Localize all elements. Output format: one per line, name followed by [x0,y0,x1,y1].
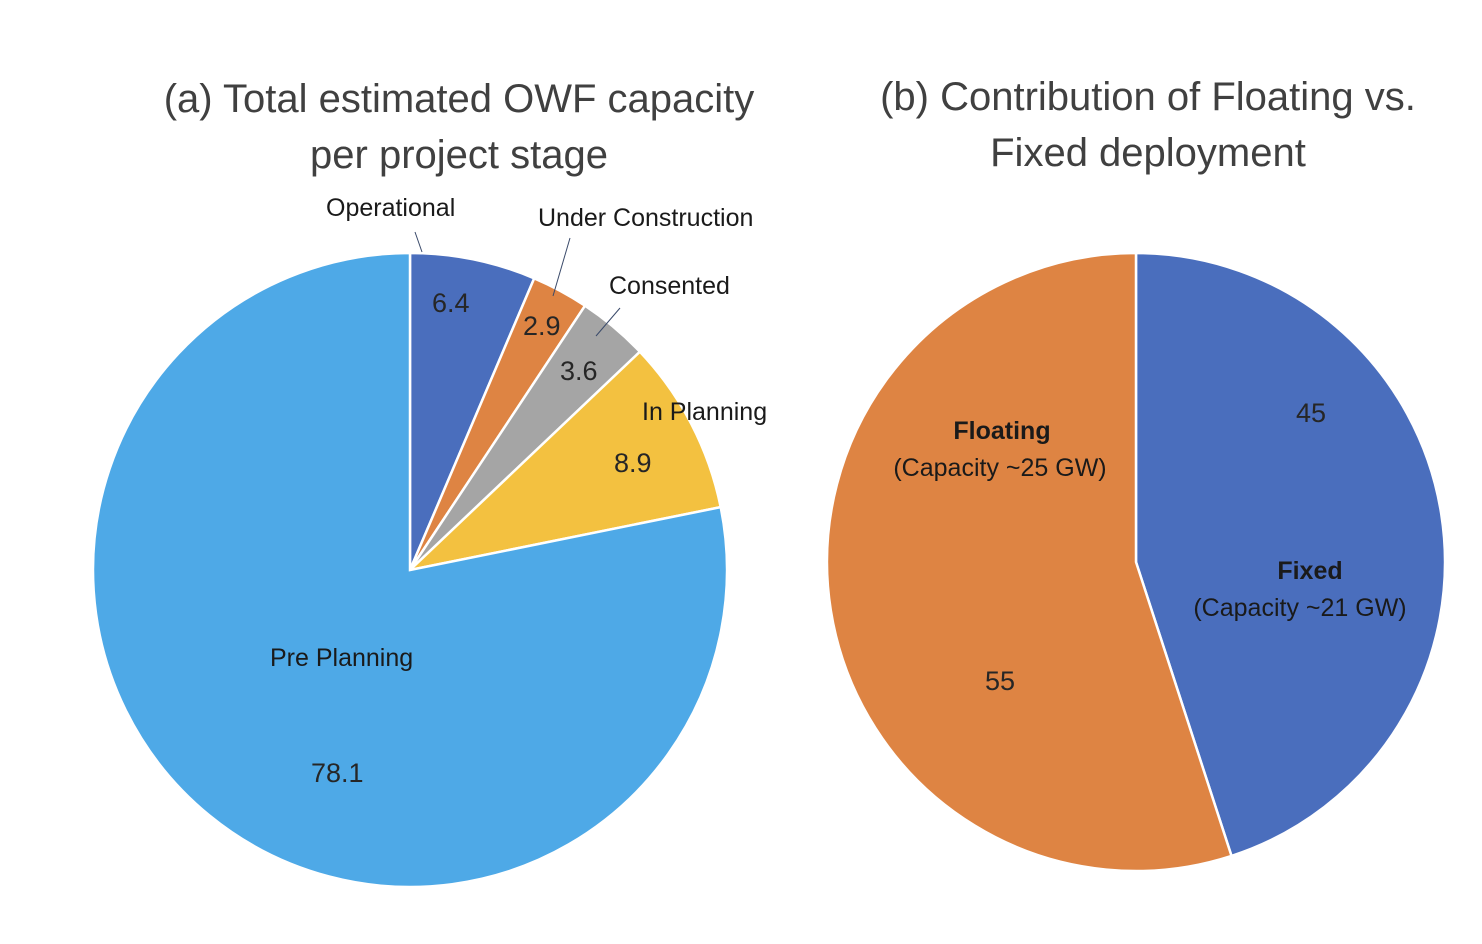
pie-b-slices [825,251,1447,873]
value-label-in-planning: 8.9 [614,448,652,478]
pie-slice-operational [408,251,536,571]
category-label-fixed: Fixed [1277,557,1342,585]
pie-slice-fixed [1134,251,1447,858]
pie-slice-floating [825,251,1234,873]
pie-a-title-line2: per project stage [310,133,608,177]
sublabel-floating: (Capacity ~25 GW) [893,454,1106,482]
category-label-pre-planning: Pre Planning [270,644,413,672]
category-label-under-construction: Under Construction [538,204,753,232]
leader-line-under-construction [552,237,571,297]
pie-b-title-line2: Fixed deployment [990,131,1306,175]
value-label-operational: 6.4 [432,288,470,318]
category-label-consented: Consented [609,272,730,300]
category-label-operational: Operational [326,194,455,222]
pie-slice-pre-planning [91,251,729,889]
value-label-fixed: 45 [1296,398,1326,428]
sublabel-fixed: (Capacity ~21 GW) [1193,594,1406,622]
leader-line-operational [414,231,423,253]
category-label-in-planning: In Planning [642,398,767,426]
value-label-under-construction: 2.9 [523,311,561,341]
pie-a-slices [91,251,729,889]
pie-slice-in-planning [405,349,723,573]
pie-b-title-line1: (b) Contribution of Floating vs. [880,75,1416,119]
value-label-consented: 3.6 [560,356,598,386]
value-label-floating: 55 [985,666,1015,696]
category-label-floating: Floating [953,417,1050,445]
pie-a-title-line1: (a) Total estimated OWF capacity [164,77,755,121]
leader-line-consented [595,307,621,337]
value-label-pre-planning: 78.1 [311,758,364,788]
